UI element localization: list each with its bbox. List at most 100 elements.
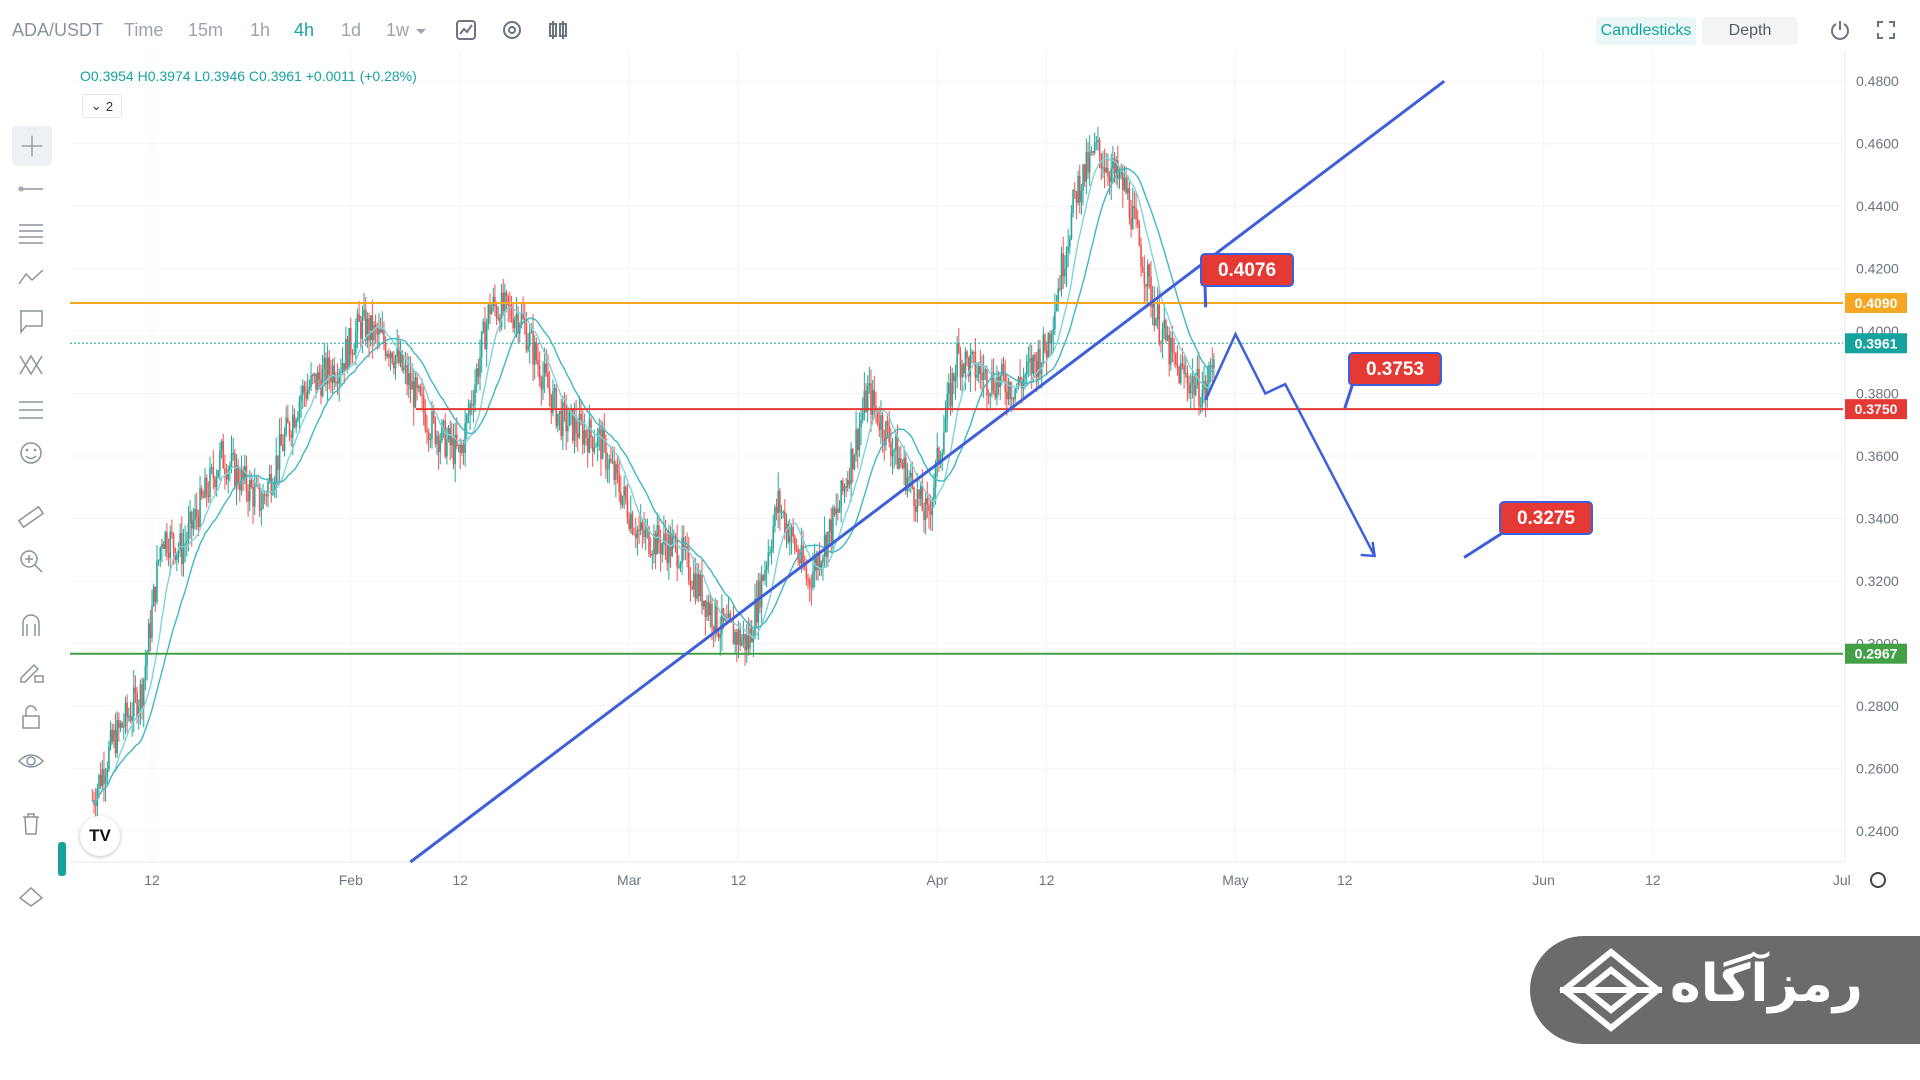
candle-body [1082, 164, 1084, 192]
candle-body [563, 402, 566, 406]
candle-body [485, 323, 488, 350]
panel-collapse-handle[interactable] [58, 842, 66, 876]
candle-body [121, 722, 123, 728]
interval-1w[interactable]: 1w [386, 20, 410, 40]
callout-box [1348, 352, 1442, 386]
pattern-tool[interactable] [16, 350, 46, 380]
candle-body [901, 463, 904, 469]
candle-body [270, 474, 273, 495]
candle-body [250, 480, 253, 488]
candle-body [401, 350, 403, 371]
candle-body [1153, 303, 1156, 326]
chevron-down-icon[interactable] [414, 25, 428, 39]
candle-body [769, 552, 771, 554]
lower-support-price-label: 0.2967 [1855, 646, 1898, 662]
candle-body [480, 331, 483, 358]
indicator-legend-toggle[interactable]: ⌄ 2 [82, 94, 122, 118]
interval-4h[interactable]: 4h [294, 20, 315, 40]
fib-tool[interactable] [16, 218, 46, 248]
candle-body [944, 418, 947, 433]
candle-body [875, 406, 877, 410]
zoom-tool[interactable] [16, 546, 46, 576]
candle-body [823, 534, 826, 557]
crosshair-tool[interactable] [12, 126, 52, 166]
trash-icon [23, 813, 39, 835]
candle-body [860, 420, 862, 428]
power-icon[interactable] [1828, 18, 1852, 42]
ohlc-readout: O0.3954 H0.3974 L0.3946 C0.3961 +0.0011 … [80, 68, 417, 84]
candle-body [974, 352, 977, 378]
candle-body [620, 492, 622, 505]
candlesticks-button[interactable]: Candlesticks [1596, 17, 1696, 45]
callout-tool[interactable] [16, 306, 46, 336]
symbol-label[interactable]: ADA/USDT [12, 20, 104, 40]
candle-body [412, 381, 415, 408]
candle-body [126, 702, 128, 717]
candle-body [1059, 288, 1061, 290]
ruler-tool[interactable] [16, 502, 46, 532]
candle-body [533, 341, 536, 365]
candle-body [1060, 253, 1063, 290]
hide-tool[interactable] [16, 746, 46, 776]
candle-body [1078, 176, 1081, 203]
candle-body [124, 702, 127, 726]
emoji-tool[interactable] [16, 438, 46, 468]
candle-body [219, 450, 221, 471]
candle-body [631, 513, 634, 534]
candle-body [141, 684, 143, 709]
candle-body [543, 363, 546, 377]
favorites-tool[interactable] [16, 880, 46, 910]
interval-15m[interactable]: 15m [188, 20, 224, 40]
candle-body [714, 600, 717, 631]
magnet-tool[interactable] [16, 610, 46, 640]
candle-body [1035, 361, 1038, 377]
candle-body [278, 434, 281, 470]
candle-body [633, 533, 635, 535]
candle-body [815, 558, 818, 571]
candle-body [298, 401, 301, 418]
candle-body [638, 529, 640, 531]
candle-body [1143, 272, 1146, 285]
candle-body [629, 513, 632, 529]
candle-body [427, 431, 430, 441]
candle-type-icon[interactable] [546, 18, 570, 42]
candle-body [810, 585, 813, 588]
pencil-lock-icon [20, 663, 44, 683]
candle-body [848, 479, 851, 485]
lock-drawings-tool[interactable] [16, 656, 46, 686]
measure-range-tool[interactable] [16, 394, 46, 424]
candle-body [1118, 174, 1121, 179]
fullscreen-icon[interactable] [1874, 18, 1898, 42]
depth-button[interactable]: Depth [1702, 17, 1798, 45]
lock-tool[interactable] [16, 702, 46, 732]
candle-body [192, 520, 195, 529]
price-chart[interactable]: 0.48000.46000.44000.42000.40000.38000.36… [0, 0, 1920, 903]
tradingview-logo[interactable]: TV [80, 816, 120, 856]
candle-body [318, 372, 321, 380]
candle-body [737, 629, 740, 645]
candle-body [484, 321, 486, 350]
y-tick-label: 0.4800 [1856, 73, 1899, 89]
candle-body [522, 313, 524, 319]
y-tick-label: 0.4400 [1856, 198, 1899, 214]
candle-body [99, 774, 102, 787]
candle-body [209, 468, 211, 498]
current-price-tag [1845, 333, 1907, 354]
candle-body [755, 598, 758, 623]
candle-body [388, 353, 390, 358]
candle-body [1155, 319, 1157, 326]
delete-tool[interactable] [16, 808, 46, 838]
candle-body [739, 629, 741, 646]
candle-body [636, 529, 639, 539]
interval-time[interactable]: Time [124, 20, 164, 40]
candle-body [817, 554, 819, 571]
interval-1d[interactable]: 1d [341, 20, 362, 40]
path-tool[interactable] [16, 262, 46, 292]
candle-body [308, 387, 311, 390]
indicator-icon[interactable] [454, 18, 478, 42]
settings-icon[interactable] [500, 18, 524, 42]
candle-body [459, 444, 461, 454]
interval-1h[interactable]: 1h [250, 20, 271, 40]
trendline-tool[interactable] [16, 174, 46, 204]
support-price-tag [1845, 399, 1907, 420]
